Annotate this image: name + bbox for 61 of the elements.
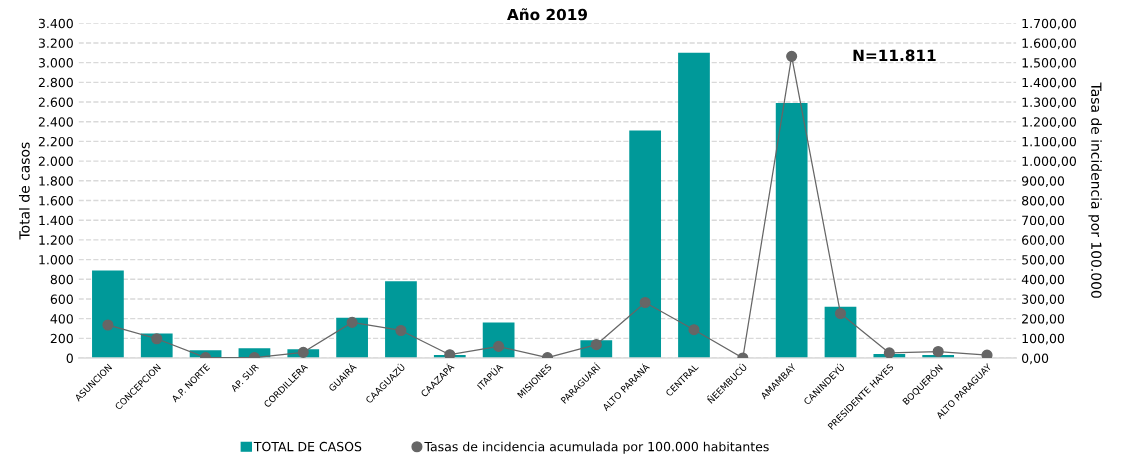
point xyxy=(297,346,309,358)
y-tick-label: 200 xyxy=(50,333,73,344)
y-tick-label: 800 xyxy=(50,274,73,285)
y2-tick-label: 100,00 xyxy=(1022,333,1065,345)
y2-tick-label: 300,00 xyxy=(1022,294,1065,306)
y2-tick-label: 800,00 xyxy=(1022,195,1065,207)
bar xyxy=(385,281,417,359)
y-tick-label: 2.400 xyxy=(38,117,73,127)
y2-tick-label: 900,00 xyxy=(1021,176,1065,188)
y-tick-label: 0 xyxy=(66,353,73,363)
y2-tick-label: 1.200,00 xyxy=(1022,117,1077,128)
y-tick-label: 1.800 xyxy=(39,176,73,186)
y-tick-label: 2.000 xyxy=(38,156,73,167)
bar xyxy=(629,130,662,359)
y-tick-label: 1.200 xyxy=(39,235,73,245)
point xyxy=(883,347,895,359)
point xyxy=(444,349,456,359)
y2-tick-label: 1.600,00 xyxy=(1022,38,1077,50)
point xyxy=(151,333,163,345)
y2-tick-label: 1.300,00 xyxy=(1022,97,1077,109)
point xyxy=(786,50,798,62)
point xyxy=(346,316,358,328)
y2-tick-label: 400,00 xyxy=(1021,274,1065,286)
bar xyxy=(92,270,124,359)
point xyxy=(932,345,944,358)
y2-tick-label: 700,00 xyxy=(1022,215,1065,227)
point xyxy=(395,324,407,337)
y2-tick-label: 200,00 xyxy=(1022,314,1065,325)
y-tick-label: 2.800 xyxy=(38,77,73,88)
y-tick-label: 1.600 xyxy=(39,195,73,206)
y-axis-title: Total de casos xyxy=(18,142,30,240)
y-tick-label: 400 xyxy=(50,314,73,324)
y2-tick-label: 500,00 xyxy=(1022,255,1065,266)
y-tick-label: 1.400 xyxy=(39,215,73,226)
y2-axis-title: Tasa de incidencia por 100.000 xyxy=(1088,82,1102,298)
point xyxy=(639,296,651,309)
y2-tick-label: 1.400,00 xyxy=(1022,77,1077,89)
y-tick-label: 3.400 xyxy=(38,18,73,29)
point xyxy=(834,307,847,320)
point xyxy=(102,319,114,331)
y2-tick-label: 0,00 xyxy=(1022,353,1049,365)
y-tick-label: 3.000 xyxy=(38,58,73,68)
point xyxy=(688,324,700,336)
y-tick-label: 1.000 xyxy=(39,255,73,265)
legend-label: TOTAL DE CASOS xyxy=(253,441,362,452)
y2-tick-label: 600,00 xyxy=(1022,235,1065,247)
y2-tick-label: 1.700,00 xyxy=(1022,18,1077,30)
chart-title: Año 2019 xyxy=(507,8,588,21)
y-tick-label: 3.200 xyxy=(38,38,73,48)
y2-tick-label: 1.100,00 xyxy=(1022,136,1077,148)
y-tick-label: 2.600 xyxy=(38,97,73,107)
y-tick-label: 2.200 xyxy=(38,136,73,147)
y2-tick-label: 1.500,00 xyxy=(1022,58,1077,69)
bar xyxy=(824,306,857,359)
y2-tick-label: 1.000,00 xyxy=(1022,156,1077,168)
legend-label: Tasas de incidencia acumulada por 100.000 habitantes xyxy=(424,441,769,454)
point xyxy=(981,349,993,359)
y-tick-label: 600 xyxy=(50,294,73,304)
bar xyxy=(775,103,808,359)
annotation: N=11.811 xyxy=(853,49,936,62)
bar xyxy=(678,52,710,359)
